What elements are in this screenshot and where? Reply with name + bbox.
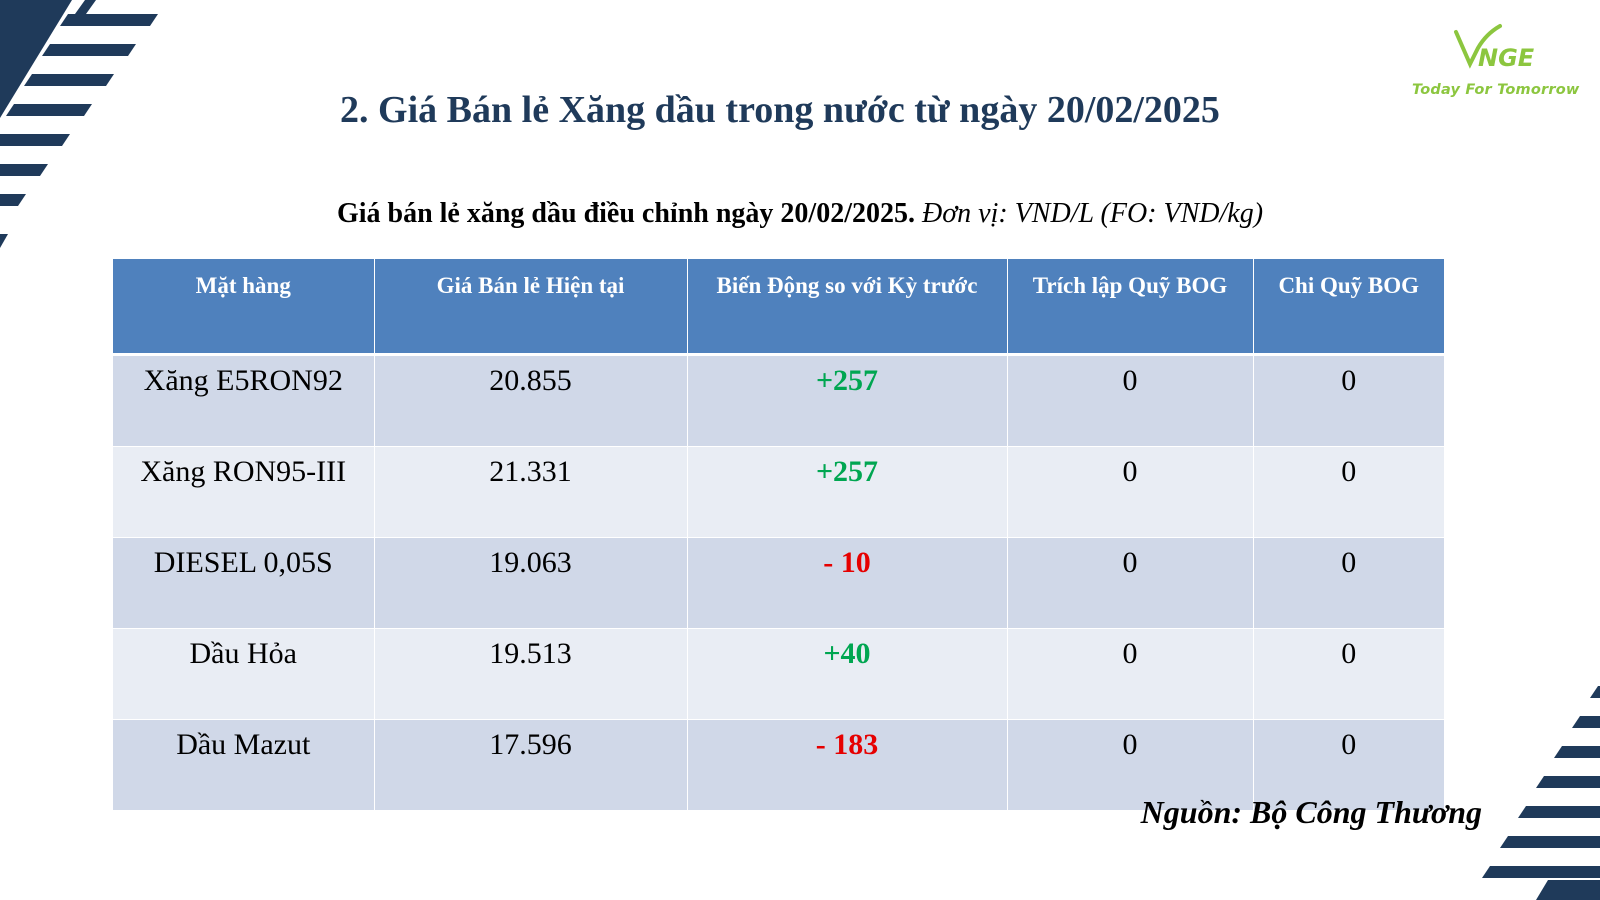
source-note: Nguồn: Bộ Công Thương [1140, 794, 1482, 830]
cell-item: Xăng RON95-III [113, 446, 375, 538]
decorative-stripes-bottom-right [1482, 686, 1600, 900]
decorative-stripes-top-left [0, 0, 158, 248]
cell-bog-in: 0 [1007, 628, 1254, 720]
cell-price: 17.596 [374, 719, 688, 810]
cell-item: Dầu Hỏa [113, 628, 375, 720]
table-row: DIESEL 0,05S 19.063 - 10 0 0 [113, 537, 1444, 629]
header-current-price: Giá Bán lẻ Hiện tại [374, 259, 688, 355]
cell-change: +40 [687, 628, 1008, 720]
cell-bog-in: 0 [1007, 719, 1254, 810]
cell-item: Dầu Mazut [113, 719, 375, 810]
cell-bog-out: 0 [1253, 446, 1444, 538]
table-header-row: Mặt hàng Giá Bán lẻ Hiện tại Biến Động s… [113, 259, 1444, 355]
cell-change: +257 [687, 446, 1008, 538]
header-bog-contribution: Trích lập Quỹ BOG [1007, 259, 1254, 355]
cell-price: 21.331 [374, 446, 688, 538]
cell-item: DIESEL 0,05S [113, 537, 375, 629]
cell-change: - 183 [687, 719, 1008, 810]
table-row: Xăng RON95-III 21.331 +257 0 0 [113, 446, 1444, 538]
cell-price: 19.513 [374, 628, 688, 720]
cell-item: Xăng E5RON92 [113, 354, 375, 447]
cell-bog-out: 0 [1253, 354, 1444, 447]
cell-bog-out: 0 [1253, 537, 1444, 629]
table-row: Dầu Mazut 17.596 - 183 0 0 [113, 719, 1444, 810]
fuel-price-table: Mặt hàng Giá Bán lẻ Hiện tại Biến Động s… [113, 259, 1444, 810]
page-title: 2. Giá Bán lẻ Xăng dầu trong nước từ ngà… [340, 89, 1220, 131]
cell-change: - 10 [687, 537, 1008, 629]
header-change: Biến Động so với Kỳ trước [687, 259, 1008, 355]
header-bog-spending: Chi Quỹ BOG [1253, 259, 1444, 355]
caption-date: Giá bán lẻ xăng dầu điều chỉnh ngày 20/0… [336, 198, 915, 229]
table-row: Dầu Hỏa 19.513 +40 0 0 [113, 628, 1444, 720]
table-row: Xăng E5RON92 20.855 +257 0 0 [113, 354, 1444, 447]
logo-tagline: Today For Tomorrow [1412, 82, 1580, 98]
cell-price: 19.063 [374, 537, 688, 629]
cell-change: +257 [687, 354, 1008, 447]
vnge-logo-mark-icon: NGE [1454, 24, 1535, 72]
cell-price: 20.855 [374, 354, 688, 447]
cell-bog-out: 0 [1253, 628, 1444, 720]
company-logo: NGE Today For Tomorrow [1400, 18, 1590, 108]
cell-bog-in: 0 [1007, 354, 1254, 447]
cell-bog-in: 0 [1007, 537, 1254, 629]
header-item: Mặt hàng [113, 259, 375, 355]
table-caption: Giá bán lẻ xăng dầu điều chỉnh ngày 20/0… [0, 198, 1600, 230]
svg-text:NGE: NGE [1478, 44, 1535, 72]
cell-bog-out: 0 [1253, 719, 1444, 810]
caption-unit: Đơn vị: VND/L (FO: VND/kg) [922, 198, 1264, 229]
cell-bog-in: 0 [1007, 446, 1254, 538]
